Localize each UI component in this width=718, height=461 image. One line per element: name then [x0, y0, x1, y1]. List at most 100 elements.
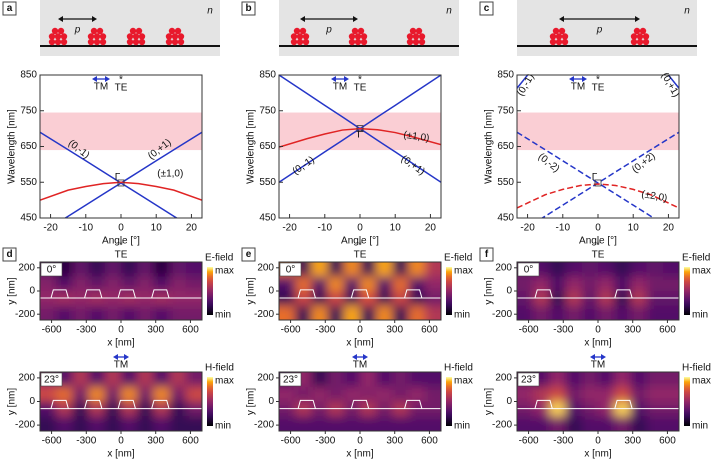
panel-label-box — [479, 1, 494, 16]
particle-outline — [404, 399, 423, 409]
nanoparticle — [630, 38, 638, 46]
nanoparticle — [552, 27, 560, 35]
heatmap-cell — [327, 401, 345, 417]
colorbar-max: max — [215, 376, 234, 387]
nanoparticle — [642, 38, 650, 46]
nanoparticle — [549, 33, 557, 40]
angle-label: 0° — [286, 265, 296, 276]
heatmap-cell — [40, 305, 57, 320]
nanoparticle — [555, 33, 563, 40]
nanoparticle — [48, 38, 56, 46]
y-tick-label: 650 — [259, 141, 276, 152]
heatmap-cell — [185, 262, 202, 277]
heatmap-cell — [40, 276, 57, 292]
heatmap-cell — [565, 291, 583, 306]
colorbar-max: max — [454, 376, 473, 387]
x-tick-label: 300 — [386, 436, 403, 447]
heatmap-cell — [646, 276, 664, 292]
nanoparticle — [299, 27, 307, 35]
heatmap-cell — [392, 372, 410, 388]
nanoparticle — [99, 33, 107, 40]
particle-outline — [350, 399, 370, 409]
y-tick-label: 450 — [20, 213, 37, 224]
heatmap-cell — [408, 401, 426, 417]
heatmap-cell — [311, 291, 329, 306]
schematic-background — [40, 0, 220, 56]
heatmap-cell — [185, 401, 202, 417]
y-axis-label: Wavelength [nm] — [246, 109, 257, 184]
nanoparticle — [357, 27, 365, 35]
heatmap-cell — [104, 386, 122, 402]
x-tick-label: 0 — [118, 223, 124, 234]
tm-label: TM — [591, 360, 605, 371]
heatmap-cell — [392, 305, 410, 320]
x-axis-label: Angle [°] — [579, 236, 617, 247]
panel-label-box — [241, 247, 256, 262]
nanoparticle — [633, 27, 641, 35]
medium-label: n — [446, 6, 452, 17]
heatmap-cell — [72, 276, 90, 292]
x-axis-label: Angle [°] — [341, 236, 379, 247]
tm-label: TM — [353, 360, 367, 371]
nanoparticle — [406, 38, 414, 46]
heatmap-cell — [424, 305, 441, 320]
tm-arrow-head — [590, 354, 606, 360]
heatmap-area — [40, 262, 202, 320]
x-tick-label: -600 — [519, 436, 539, 447]
tm-label: TM — [114, 360, 128, 371]
colorbar — [446, 267, 452, 315]
colorbar-min: min — [454, 421, 470, 432]
heatmap-cell — [424, 372, 441, 388]
heatmap-cell — [279, 276, 296, 292]
nanoparticle — [354, 33, 362, 40]
x-axis-label: x [nm] — [346, 338, 373, 349]
heatmap-cell — [327, 291, 345, 306]
heatmap-cell — [343, 386, 361, 402]
heatmap-cell — [137, 276, 154, 292]
nanoparticle — [636, 33, 644, 40]
nanoparticle — [348, 33, 356, 40]
panel-label: d — [6, 249, 12, 260]
heatmap-cell — [185, 305, 202, 320]
colorbar-max: max — [215, 266, 234, 277]
heatmap-cell — [408, 291, 426, 306]
heatmap-cells — [279, 262, 441, 320]
y-tick-label: 750 — [497, 105, 514, 116]
nanoparticle — [360, 33, 368, 40]
x-tick-label: 0 — [595, 223, 601, 234]
heatmap-cell — [311, 276, 329, 292]
nanoparticle — [302, 33, 310, 40]
heatmap-cell — [614, 262, 631, 277]
colorbar-title: E-field — [444, 253, 472, 264]
nanoparticle — [96, 27, 104, 35]
heatmap-cell — [169, 416, 187, 431]
panel-label: a — [7, 3, 13, 14]
series-label: (±1,0) — [403, 130, 430, 145]
y-tick-label: 550 — [20, 177, 37, 188]
y-tick-label: 550 — [259, 177, 276, 188]
heatmap-cell — [153, 262, 171, 277]
nanoparticle — [296, 38, 304, 46]
nanoparticle — [642, 33, 650, 40]
heatmap-cell — [72, 291, 90, 306]
x-tick-label: -300 — [553, 436, 573, 447]
heatmap-cell — [549, 291, 567, 306]
x-tick-label: -10 — [79, 223, 94, 234]
angle-box — [40, 372, 63, 387]
heatmap-cell — [517, 291, 534, 306]
heatmap-cell — [424, 416, 441, 431]
heatmap-cell — [121, 305, 138, 320]
heatmap-cell — [598, 291, 615, 306]
x-axis-label: x [nm] — [584, 449, 611, 460]
x-tick-label: 20 — [425, 223, 437, 234]
heatmap-cell — [121, 291, 138, 306]
particle-outline — [404, 289, 423, 299]
heatmap-cell — [88, 262, 106, 277]
period-label: p — [596, 25, 603, 36]
plot-area — [40, 112, 202, 218]
nanoparticle — [302, 38, 310, 46]
heatmap-cell — [517, 276, 534, 292]
heatmap-cell — [614, 291, 631, 306]
heatmap-cell — [614, 305, 631, 320]
nanoparticle — [555, 38, 563, 46]
